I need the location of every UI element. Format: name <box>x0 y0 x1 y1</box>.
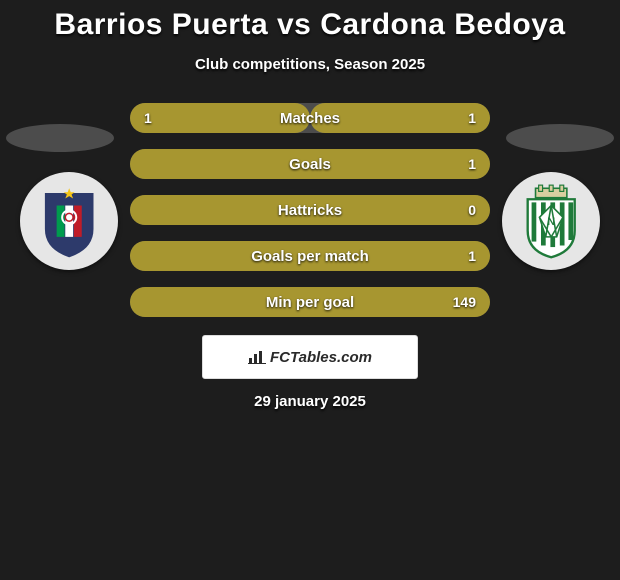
fctables-logo: FCTables.com <box>248 349 372 366</box>
stat-label: Min per goal <box>168 294 452 311</box>
stat-label: Matches <box>168 110 452 127</box>
stat-value-right: 1 <box>452 248 476 264</box>
subtitle: Club competitions, Season 2025 <box>0 56 620 73</box>
stat-value-right: 1 <box>452 110 476 126</box>
stat-row: Goals1 <box>130 149 490 179</box>
stat-value-right: 149 <box>452 294 476 310</box>
once-caldas-crest <box>20 172 118 270</box>
stat-label: Goals per match <box>168 248 452 265</box>
stat-row: Goals per match1 <box>130 241 490 271</box>
stat-value-right: 1 <box>452 156 476 172</box>
page-title: Barrios Puerta vs Cardona Bedoya <box>0 8 620 42</box>
player-left-ellipse <box>6 124 114 152</box>
stat-value-left: 1 <box>144 110 168 126</box>
player-right-ellipse <box>506 124 614 152</box>
stat-label: Hattricks <box>168 202 452 219</box>
stat-row: 1Matches1 <box>130 103 490 133</box>
svg-text:N: N <box>547 216 555 228</box>
atletico-nacional-crest: N <box>502 172 600 270</box>
stat-row: Hattricks0 <box>130 195 490 225</box>
bar-chart-icon <box>248 350 266 364</box>
date-line: 29 january 2025 <box>0 393 620 410</box>
stat-label: Goals <box>168 156 452 173</box>
fctables-logo-box[interactable]: FCTables.com <box>202 335 418 379</box>
logo-text: FCTables.com <box>270 349 372 366</box>
stat-value-right: 0 <box>452 202 476 218</box>
stat-row: Min per goal149 <box>130 287 490 317</box>
